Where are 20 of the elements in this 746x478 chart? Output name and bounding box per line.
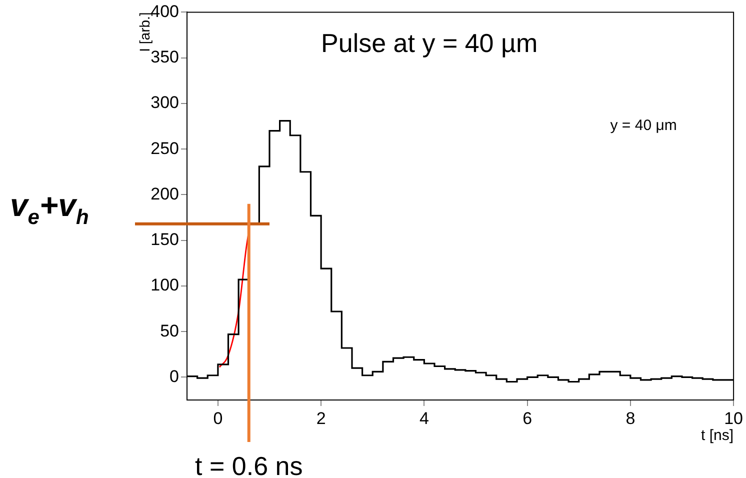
y-tick-label: 150	[150, 230, 179, 250]
x-axis-title: t [ns]	[701, 427, 734, 444]
y-tick-label: 200	[150, 184, 179, 204]
y-tick-label: 100	[150, 276, 179, 295]
y-tick-label: 400	[150, 2, 179, 21]
y-tick-label: 50	[160, 321, 179, 340]
x-tick-label: 4	[419, 408, 429, 428]
x-tick-label: 6	[522, 408, 532, 428]
y-tick-label: 300	[150, 93, 179, 112]
x-tick-label: 0	[213, 408, 223, 428]
x-tick-label: 8	[626, 408, 636, 428]
y-tick-label: 0	[170, 366, 179, 386]
x-tick-label: 2	[316, 408, 326, 428]
y-axis-title: I [arb.]	[136, 12, 152, 52]
annotation: y = 40 μm	[610, 117, 677, 134]
x-tick-label: 10	[724, 408, 744, 428]
text: Pulse at y = 40 µm	[321, 28, 538, 58]
ref-line-label: t = 0.6 ns	[195, 451, 303, 478]
y-tick-label: 250	[150, 138, 179, 158]
y-tick-label: 350	[150, 48, 179, 67]
